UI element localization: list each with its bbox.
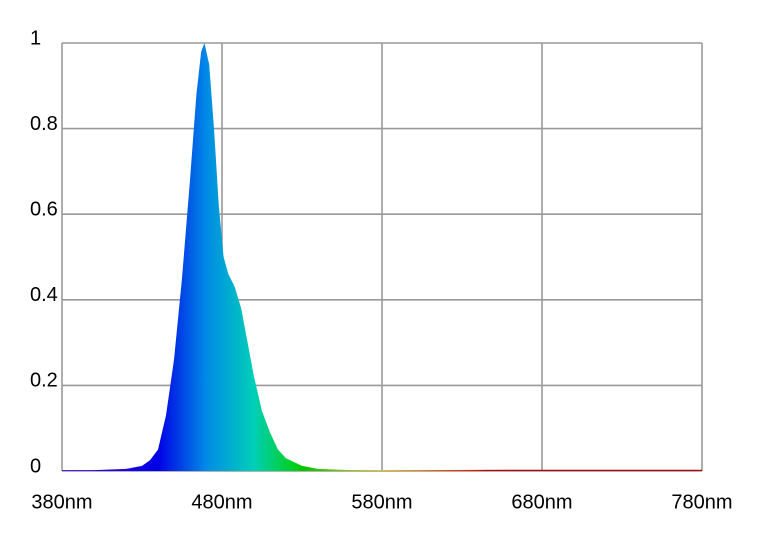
x-tick-label: 480nm	[191, 491, 252, 513]
x-tick-label: 780nm	[671, 491, 732, 513]
x-tick-label: 680nm	[511, 491, 572, 513]
spectrum-area	[62, 43, 702, 471]
y-tick-label: 0.8	[30, 113, 58, 135]
y-tick-label: 0.4	[30, 284, 58, 306]
x-tick-label: 580nm	[351, 491, 412, 513]
x-tick-label: 380nm	[31, 491, 92, 513]
y-tick-label: 1	[30, 27, 41, 49]
y-tick-label: 0.2	[30, 370, 58, 392]
y-tick-label: 0	[30, 455, 41, 477]
y-tick-label: 0.6	[30, 198, 58, 220]
